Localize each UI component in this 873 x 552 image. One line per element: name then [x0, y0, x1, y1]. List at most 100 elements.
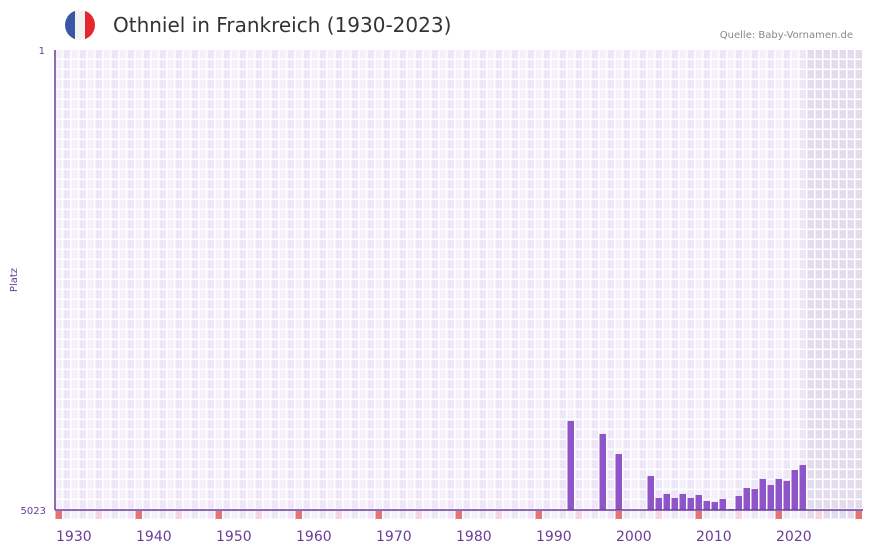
grid-line [782, 50, 784, 520]
grid-line [470, 50, 472, 520]
bar-2021 [783, 480, 790, 510]
grid-column [599, 50, 607, 520]
grid-line [55, 348, 863, 350]
grid-line [846, 50, 848, 520]
grid-column [703, 50, 711, 520]
grid-column [823, 50, 831, 520]
grid-line [55, 108, 863, 110]
grid-column [343, 50, 351, 520]
grid-column [215, 50, 223, 520]
decade-marker [775, 511, 782, 519]
grid-line [422, 50, 424, 520]
y-axis-label: Platz [9, 268, 20, 292]
bar-2015 [735, 495, 742, 510]
grid-column [311, 50, 319, 520]
grid-line [734, 50, 736, 520]
grid-line [55, 278, 863, 280]
grid-line [694, 50, 696, 520]
grid-line [142, 50, 144, 520]
grid-line [55, 388, 863, 390]
grid-line [486, 50, 488, 520]
grid-line [430, 50, 432, 520]
grid-line [55, 178, 863, 180]
x-tick-label: 1970 [376, 529, 412, 545]
grid-line [55, 118, 863, 120]
grid-line [55, 288, 863, 290]
grid-line [55, 228, 863, 230]
grid-column [231, 50, 239, 520]
bar-2007 [671, 498, 678, 510]
grid-column [439, 50, 447, 520]
grid-line [198, 50, 200, 520]
grid-column [527, 50, 535, 520]
grid-column [247, 50, 255, 520]
grid-column [63, 50, 71, 520]
grid-line [686, 50, 688, 520]
grid-line [726, 50, 728, 520]
y-tick-label: 5023 [21, 506, 46, 517]
grid-line [326, 50, 328, 520]
grid-column [463, 50, 471, 520]
grid-column [727, 50, 735, 520]
grid-column [367, 50, 375, 520]
grid-line [55, 258, 863, 260]
grid-line [294, 50, 296, 520]
grid-column [207, 50, 215, 520]
grid-line [406, 50, 408, 520]
decade-marker [455, 511, 462, 519]
grid-line [830, 50, 832, 520]
grid-column [759, 50, 767, 520]
grid-column [327, 50, 335, 520]
grid-line [398, 50, 400, 520]
grid-line [55, 458, 863, 460]
grid-line [55, 338, 863, 340]
grid-column [431, 50, 439, 520]
grid-column [271, 50, 279, 520]
grid-line [246, 50, 248, 520]
grid-column [383, 50, 391, 520]
grid-line [534, 50, 536, 520]
grid-line [55, 498, 863, 500]
x-tick-label: 2020 [776, 529, 812, 545]
grid-line [798, 50, 800, 520]
grid-column [839, 50, 847, 520]
grid-column [279, 50, 287, 520]
grid-column [575, 50, 583, 520]
grid-column [559, 50, 567, 520]
grid-line [55, 168, 863, 170]
grid-column [511, 50, 519, 520]
grid-line [55, 298, 863, 300]
grid-column [255, 50, 263, 520]
grid-line [542, 50, 544, 520]
grid-line [558, 50, 560, 520]
grid-column [319, 50, 327, 520]
grid-line [742, 50, 744, 520]
grid-column [535, 50, 543, 520]
bar-1994 [567, 420, 574, 510]
grid-column [815, 50, 823, 520]
grid-line [750, 50, 752, 520]
grid-line [55, 158, 863, 160]
grid-line [334, 50, 336, 520]
grid-column [71, 50, 79, 520]
grid-column [303, 50, 311, 520]
grid-column [775, 50, 783, 520]
decade-marker [255, 511, 262, 519]
grid-column [423, 50, 431, 520]
x-tick-label: 1960 [296, 529, 332, 545]
grid-line [710, 50, 712, 520]
decade-marker [575, 511, 582, 519]
grid-line [55, 198, 863, 200]
grid-line [55, 328, 863, 330]
grid-column [391, 50, 399, 520]
grid-column [591, 50, 599, 520]
grid-column [735, 50, 743, 520]
grid-line [55, 358, 863, 360]
grid-line [478, 50, 480, 520]
grid-line [614, 50, 616, 520]
grid-column [519, 50, 527, 520]
grid-line [814, 50, 816, 520]
grid-column [119, 50, 127, 520]
grid-line [55, 98, 863, 100]
